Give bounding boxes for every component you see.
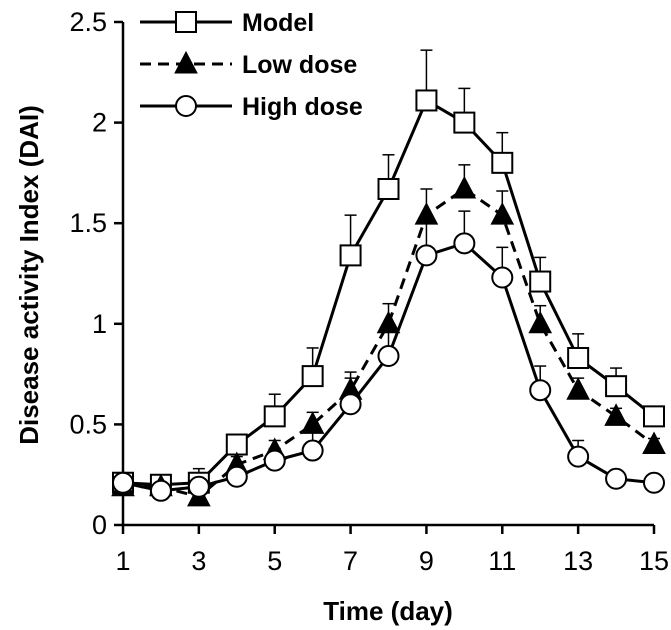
x-tick-label: 9 [419, 546, 434, 576]
high-dose-point-marker [491, 266, 514, 289]
high-dose-point-marker [187, 475, 210, 498]
model-error-bars [117, 49, 660, 485]
model-point-marker [529, 270, 552, 293]
low-dose-point-marker [604, 403, 628, 426]
model-point-marker [377, 177, 400, 200]
y-tick-label: 1 [92, 309, 107, 339]
y-tick-label: 2 [92, 108, 107, 138]
series-layer [111, 49, 666, 507]
x-tick-label: 3 [191, 546, 206, 576]
high-dose-point-marker [301, 439, 324, 462]
x-tick-label: 1 [115, 546, 130, 576]
high-dose-point-marker [567, 445, 590, 468]
x-axis-title: Time (day) [323, 596, 453, 626]
low-dose-legend-marker [174, 50, 198, 74]
model-point-marker [567, 347, 590, 370]
high-dose-point-marker [453, 232, 476, 255]
y-tick-label: 1.5 [69, 208, 107, 238]
high-dose-points [112, 232, 665, 502]
high-dose-point-marker [377, 344, 400, 367]
low-dose-point-marker [300, 411, 325, 434]
high-dose-point-marker [263, 449, 286, 472]
model-point-marker [643, 405, 665, 428]
model-points [112, 89, 665, 496]
low-dose-line [123, 187, 655, 499]
model-point-marker [605, 375, 628, 398]
x-tick-label: 15 [639, 546, 669, 576]
x-ticks: 1 3 5 7 9 11 13 15 [115, 525, 669, 576]
low-dose-point-marker [490, 202, 515, 225]
low-dose-legend-label: Low dose [242, 51, 357, 79]
model-point-marker [263, 405, 286, 428]
model-point-marker [301, 365, 324, 388]
low-dose-point-marker [452, 175, 477, 199]
low-dose-point-marker [566, 377, 590, 400]
y-tick-label: 0.5 [69, 409, 107, 439]
x-tick-label: 5 [267, 546, 282, 576]
high-dose-point-marker [415, 244, 438, 267]
y-tick-label: 0 [92, 510, 107, 540]
high-dose-point-marker [605, 467, 628, 490]
high-dose-point-marker [225, 465, 248, 488]
model-point-marker [415, 89, 438, 112]
high-dose-legend-marker [175, 95, 197, 117]
low-dose-point-marker [642, 431, 666, 455]
y-axis-title: Disease activity Index (DAI) [14, 105, 44, 445]
legend: Model Low dose High dose [140, 9, 363, 121]
y-tick-label: 2.5 [69, 7, 107, 37]
low-dose-point-marker [376, 310, 401, 334]
low-dose-point-marker [414, 202, 439, 225]
x-tick-label: 13 [563, 546, 593, 576]
model-point-marker [491, 151, 514, 174]
model-legend-label: Model [242, 9, 314, 37]
model-point-marker [225, 433, 248, 456]
high-dose-point-marker [112, 471, 134, 494]
high-dose-point-marker [149, 479, 172, 502]
x-tick-label: 11 [488, 546, 516, 576]
low-dose-point-marker [528, 310, 553, 334]
high-dose-point-marker [339, 393, 362, 416]
high-dose-point-marker [529, 379, 552, 402]
model-legend-marker [175, 11, 197, 33]
y-ticks: 0 0.5 1 1.5 2 2.5 [69, 7, 123, 540]
model-point-marker [453, 111, 476, 134]
x-tick-label: 7 [343, 546, 358, 576]
high-dose-legend-label: High dose [242, 93, 363, 121]
high-dose-point-marker [643, 471, 665, 494]
model-point-marker [339, 244, 362, 267]
